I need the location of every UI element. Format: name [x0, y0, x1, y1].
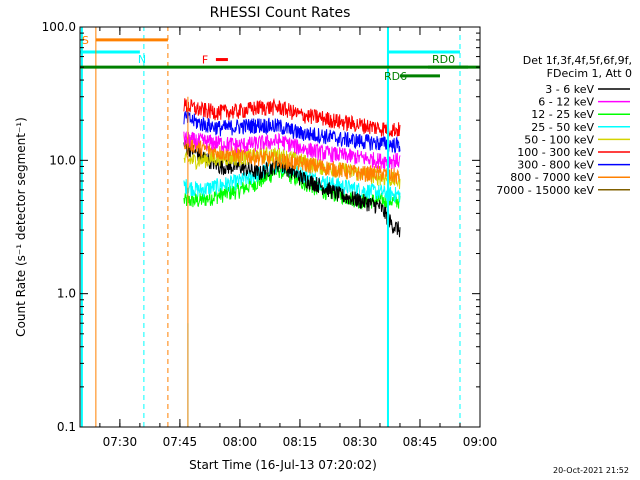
legend-label-6: 300 - 800 keV [517, 159, 594, 172]
marker-label-rd6: RD6 [384, 70, 407, 83]
legend-label-5: 100 - 300 keV [517, 146, 594, 159]
y-tick-label-1: 1.0 [57, 287, 76, 301]
x-tick-label-5: 08:45 [403, 435, 438, 449]
x-tick-label-0: 07:30 [103, 435, 138, 449]
x-tick-label-6: 09:00 [463, 435, 498, 449]
series-line-5 [183, 97, 401, 137]
legend-title-line1: Det 1f,3f,4f,5f,6f,9f, [522, 54, 632, 67]
series-line-1 [183, 131, 401, 170]
series-line-6 [183, 110, 401, 154]
marker-label-f: F [202, 54, 208, 67]
series-line-7 [183, 134, 400, 184]
series-layer [183, 97, 401, 238]
legend-title-line2: FDecim 1, Att 0 [546, 67, 632, 80]
marker-label-n: N [138, 53, 146, 66]
x-tick-label-3: 08:15 [283, 435, 318, 449]
marker-label-s: S [82, 34, 89, 47]
legend-label-7: 800 - 7000 keV [510, 171, 594, 184]
legend-label-1: 6 - 12 keV [538, 96, 594, 109]
y-axis-label: Count Rate (s⁻¹ detector segment⁻¹) [14, 117, 28, 337]
marker-label-rd0: RD0 [432, 53, 455, 66]
x-tick-label-1: 07:45 [163, 435, 198, 449]
chart-title: RHESSI Count Rates [210, 5, 351, 21]
x-tick-label-2: 08:00 [223, 435, 258, 449]
marker-layer: S N F RD0 RD6 [79, 27, 480, 427]
legend-label-8: 7000 - 15000 keV [496, 184, 594, 197]
legend-label-2: 12 - 25 keV [531, 108, 594, 121]
y-tick-label-0: 0.1 [57, 420, 76, 434]
legend-label-4: 50 - 100 keV [524, 133, 594, 146]
x-tick-label-4: 08:30 [343, 435, 378, 449]
legend-label-3: 25 - 50 keV [531, 121, 594, 134]
x-axis-label: Start Time (16-Jul-13 07:20:02) [189, 458, 377, 472]
legend-label-0: 3 - 6 keV [545, 83, 594, 96]
y-tick-label-2: 10.0 [49, 153, 76, 167]
y-tick-label-3: 100.0 [42, 20, 76, 34]
axes-layer: 07:30 07:45 08:00 08:15 08:30 08:45 09:00 0.1 1.… [42, 20, 498, 449]
timestamp: 20-Oct-2021 21:52 [553, 466, 629, 475]
